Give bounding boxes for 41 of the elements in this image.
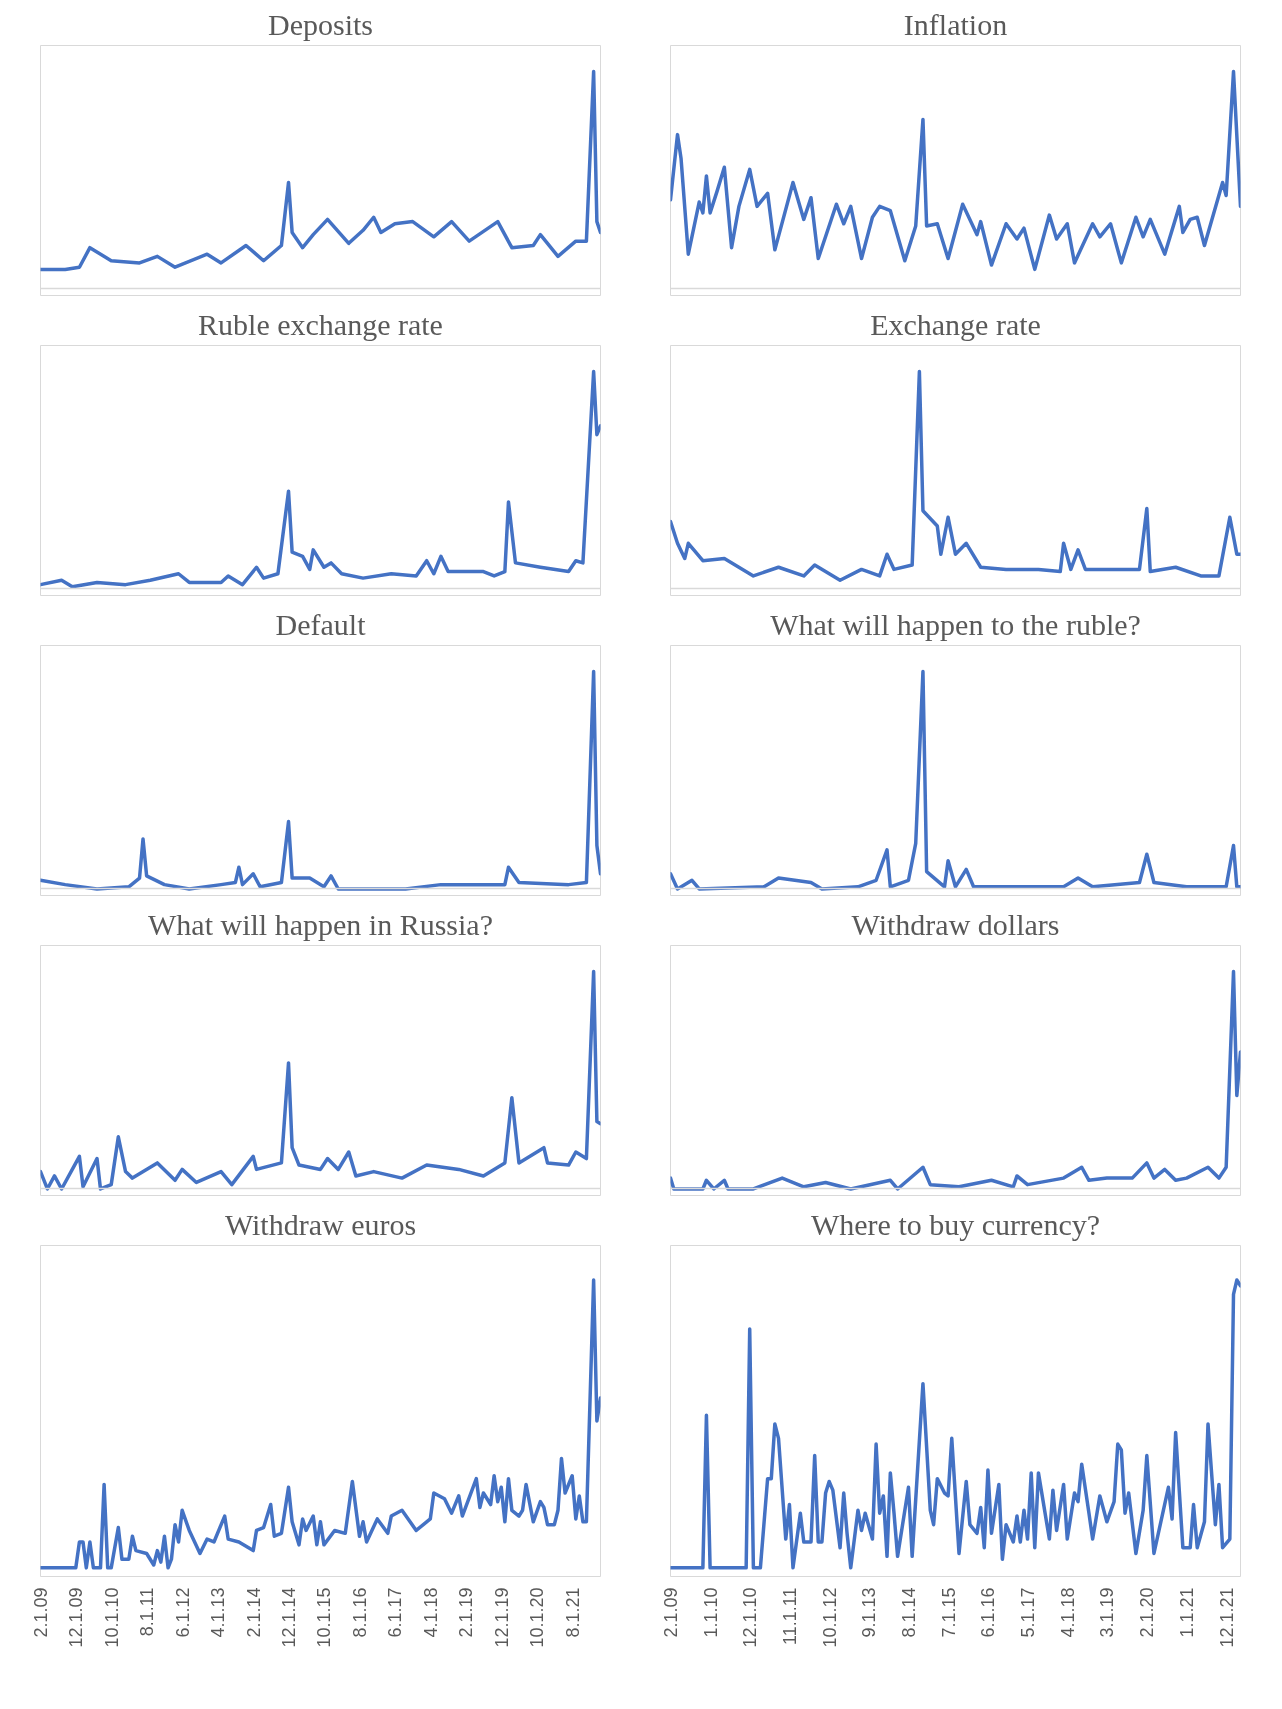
x-tick-label: 8.1.16 (349, 1587, 370, 1638)
x-tick-label: 2.1.09 (31, 1587, 51, 1638)
x-tick-label: 10.1.12 (819, 1587, 840, 1648)
x-tick-label: 12.1.09 (66, 1587, 87, 1648)
x-tick-label: 2.1.14 (243, 1587, 264, 1638)
chart-title: Deposits (268, 7, 373, 41)
x-tick-label: 1.1.10 (700, 1587, 721, 1638)
chart-title: What will happen to the ruble? (770, 607, 1141, 641)
x-tick-label: 10.1.10 (101, 1587, 122, 1648)
x-tick-label: 2.1.20 (1137, 1587, 1158, 1638)
x-tick-label: 1.1.21 (1177, 1587, 1198, 1638)
chart-title: Exchange rate (870, 307, 1041, 341)
chart-title: What will happen in Russia? (148, 907, 493, 941)
x-tick-label: 2.1.19 (456, 1587, 477, 1638)
x-tick-label: 5.1.17 (1018, 1587, 1039, 1638)
x-tick-label: 12.1.19 (491, 1587, 512, 1648)
x-tick-label: 10.1.20 (527, 1587, 548, 1648)
x-tick-label: 4.1.13 (208, 1587, 229, 1638)
x-tick-label: 10.1.15 (314, 1587, 335, 1648)
x-tick-label: 7.1.15 (938, 1587, 959, 1638)
x-tick-label: 8.1.21 (562, 1587, 583, 1638)
x-tick-label: 8.1.11 (137, 1587, 158, 1637)
x-tick-label: 12.1.21 (1216, 1587, 1237, 1648)
chart-title: Ruble exchange rate (198, 307, 443, 341)
x-tick-label: 8.1.14 (898, 1587, 919, 1638)
x-tick-label: 6.1.16 (978, 1587, 999, 1638)
x-tick-label: 6.1.17 (385, 1587, 406, 1638)
x-tick-label: 12.1.14 (279, 1587, 300, 1648)
x-tick-label: 4.1.18 (1057, 1587, 1078, 1638)
x-tick-label: 3.1.19 (1097, 1587, 1118, 1638)
chart-title: Inflation (903, 7, 1008, 41)
chart-title: Where to buy currency? (810, 1207, 1101, 1241)
x-tick-label: 9.1.13 (859, 1587, 880, 1638)
chart-title: Withdraw dollars (851, 907, 1060, 941)
x-tick-label: 4.1.18 (420, 1587, 441, 1638)
chart-title: Default (275, 607, 367, 641)
x-tick-label: 2.1.09 (661, 1587, 681, 1638)
chart-title: Withdraw euros (224, 1207, 417, 1241)
x-tick-label: 6.1.12 (172, 1587, 193, 1638)
x-tick-label: 12.1.10 (740, 1587, 761, 1648)
x-tick-label: 11.1.11 (779, 1587, 800, 1645)
